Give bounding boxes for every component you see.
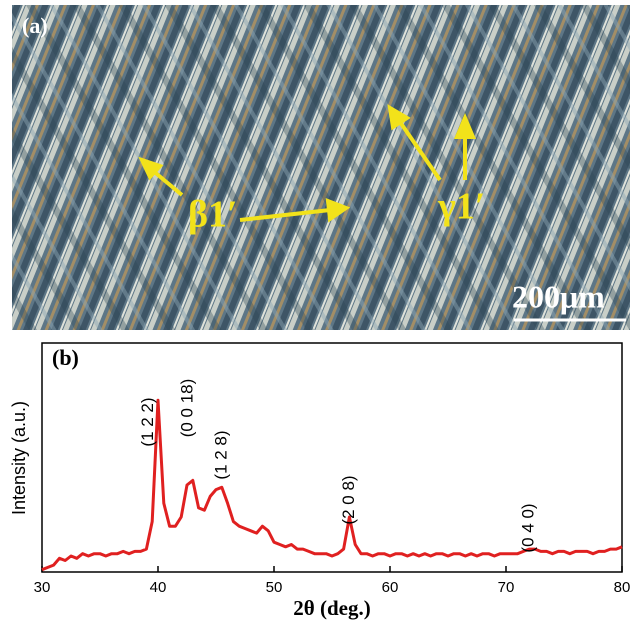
- x-tick-label: 60: [382, 579, 399, 596]
- x-tick-label: 40: [150, 579, 167, 596]
- x-axis-label: 2θ (deg.): [293, 596, 370, 620]
- phase-label: β1′: [188, 194, 238, 236]
- panel-label: (a): [22, 13, 48, 38]
- xrd-chart: (b) 2θ (deg.) Intensity (a.u.): [9, 343, 622, 620]
- peak-label: (1 2 2): [138, 397, 157, 446]
- x-tick-label: 70: [498, 579, 515, 596]
- peak-label: (0 4 0): [519, 503, 538, 552]
- micrograph: (a) β1′ γ1′ 200μm: [12, 5, 630, 330]
- panel-label: (b): [52, 345, 79, 370]
- x-tick-label: 80: [614, 579, 631, 596]
- y-axis-label: Intensity (a.u.): [9, 401, 29, 515]
- x-tick-label: 50: [266, 579, 283, 596]
- scale-bar-label: 200μm: [512, 278, 605, 314]
- x-tick-label: 30: [34, 579, 51, 596]
- figure: (a) β1′ γ1′ 200μm (b) 2θ (deg.) Intensit…: [0, 0, 635, 630]
- peak-label: (1 2 8): [211, 430, 230, 479]
- peak-label: (2 0 8): [339, 475, 358, 524]
- peak-label: (0 0 18): [178, 379, 197, 438]
- phase-label: γ1′: [437, 186, 485, 228]
